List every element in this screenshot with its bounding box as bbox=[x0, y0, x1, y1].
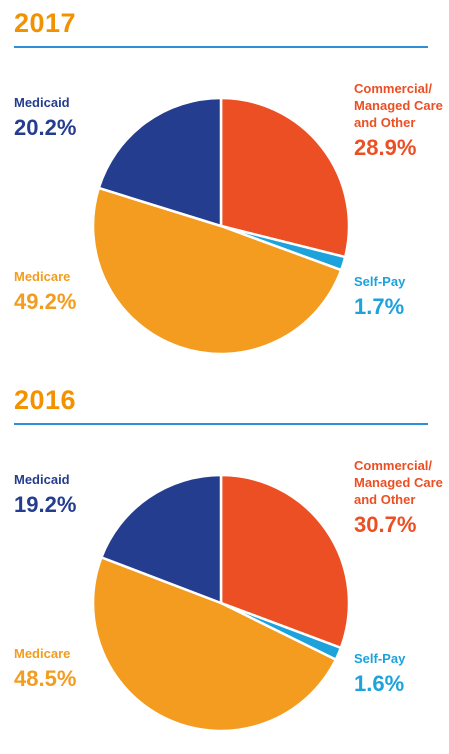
pie-slice-commercial bbox=[219, 96, 351, 259]
slice-percent: 20.2% bbox=[14, 115, 77, 140]
label-medicare: Medicare 49.2% bbox=[14, 268, 76, 315]
pie-slice-medicaid bbox=[100, 473, 223, 605]
chart-2016: 2016 Medicaid 19.2% Medicare 48.5% Comme… bbox=[0, 377, 449, 754]
slice-percent: 28.9% bbox=[354, 135, 417, 160]
slice-name: Commercial/ Managed Care and Other bbox=[354, 81, 443, 130]
label-medicaid: Medicaid 20.2% bbox=[14, 94, 76, 141]
pie-slice-medicare bbox=[91, 186, 343, 356]
slice-name: Self-Pay bbox=[354, 274, 406, 289]
pie-chart bbox=[91, 96, 351, 356]
slice-percent: 49.2% bbox=[14, 289, 77, 314]
label-commercial: Commercial/ Managed Care and Other 28.9% bbox=[354, 80, 443, 161]
slice-percent: 1.7% bbox=[354, 294, 405, 319]
slice-percent: 19.2% bbox=[14, 492, 77, 517]
slice-name: Medicare bbox=[14, 646, 71, 661]
title-divider bbox=[14, 423, 428, 425]
slice-percent: 30.7% bbox=[354, 512, 417, 537]
chart-2017: 2017 Medicaid 20.2% Medicare 49.2% Comme… bbox=[14, 8, 443, 356]
label-medicare: Medicare 48.5% bbox=[14, 645, 76, 692]
label-medicaid: Medicaid 19.2% bbox=[14, 471, 76, 518]
chart-title: 2016 bbox=[14, 385, 77, 415]
label-self-pay: Self-Pay 1.7% bbox=[354, 273, 405, 320]
label-commercial: Commercial/ Managed Care and Other 30.7% bbox=[354, 457, 443, 538]
pie-slice-medicare bbox=[91, 556, 338, 733]
pie-slice-commercial bbox=[219, 473, 351, 650]
slice-name: Commercial/ Managed Care and Other bbox=[354, 458, 443, 507]
slice-name: Medicare bbox=[14, 269, 71, 284]
slice-name: Medicaid bbox=[14, 472, 70, 487]
slice-name: Self-Pay bbox=[354, 651, 406, 666]
slice-percent: 1.6% bbox=[354, 671, 405, 696]
label-self-pay: Self-Pay 1.6% bbox=[354, 650, 405, 697]
title-divider bbox=[14, 46, 428, 48]
slice-name: Medicaid bbox=[14, 95, 70, 110]
pie-chart bbox=[91, 473, 351, 733]
slice-percent: 48.5% bbox=[14, 666, 77, 691]
chart-title: 2017 bbox=[14, 8, 77, 38]
pie-slice-medicaid bbox=[97, 96, 223, 228]
